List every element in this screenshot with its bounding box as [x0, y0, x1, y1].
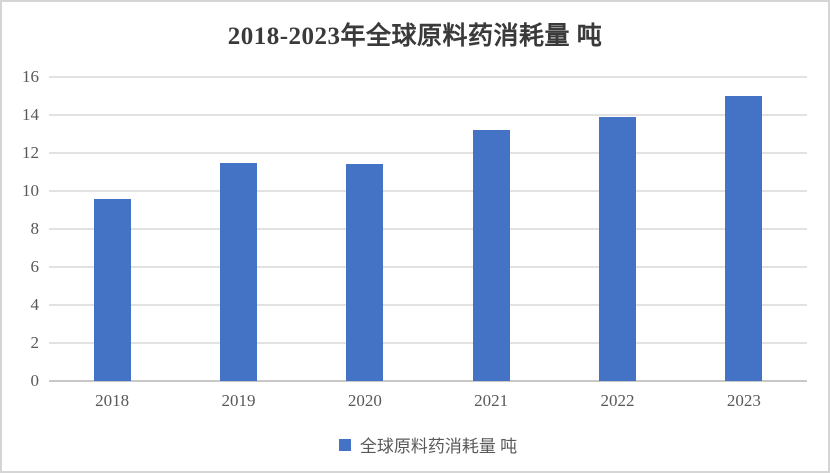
gridline — [49, 76, 807, 78]
bar-2020 — [346, 164, 384, 381]
x-axis-label-2018: 2018 — [95, 391, 130, 410]
y-axis-tick-label: 10 — [22, 181, 39, 200]
gridline — [49, 342, 807, 344]
x-axis-label-2019: 2019 — [221, 391, 256, 410]
legend-swatch-icon — [338, 438, 351, 451]
legend: 全球原料药消耗量 吨 — [49, 432, 807, 457]
legend-series-label: 全球原料药消耗量 吨 — [359, 437, 518, 456]
bar-2023 — [725, 96, 763, 381]
x-axis-label-2020: 2020 — [347, 391, 382, 410]
y-axis: 0 2 4 6 8 10 12 14 16 — [2, 68, 40, 390]
gridline — [49, 228, 807, 230]
y-axis-tick-label: 12 — [22, 143, 39, 162]
x-axis-line — [49, 380, 807, 382]
bar-2021 — [472, 130, 510, 381]
y-axis-tick-label: 4 — [30, 295, 40, 314]
x-axis-label-2021: 2021 — [474, 391, 509, 410]
y-axis-tick-label: 2 — [30, 333, 40, 352]
y-axis-tick-label: 6 — [30, 257, 40, 276]
x-axis-label-2022: 2022 — [600, 391, 635, 410]
bar-2019 — [220, 162, 257, 381]
plot-area — [49, 76, 807, 382]
y-axis-tick-label: 14 — [22, 105, 39, 124]
bar-2018 — [93, 198, 131, 381]
bar-2022 — [599, 116, 636, 381]
y-axis-tick-label: 16 — [22, 67, 39, 86]
gridline — [49, 266, 807, 268]
gridline — [49, 152, 807, 154]
gridline — [49, 114, 807, 116]
x-axis: 2018 2019 2020 2021 2022 2023 — [49, 391, 807, 413]
y-axis-tick-label: 0 — [30, 371, 40, 390]
chart-title: 2018-2023年全球原料药消耗量 吨 — [227, 23, 603, 50]
gridline — [49, 190, 807, 192]
gridline — [49, 304, 807, 306]
y-axis-tick-label: 8 — [30, 219, 40, 238]
x-axis-label-2023: 2023 — [726, 391, 761, 410]
